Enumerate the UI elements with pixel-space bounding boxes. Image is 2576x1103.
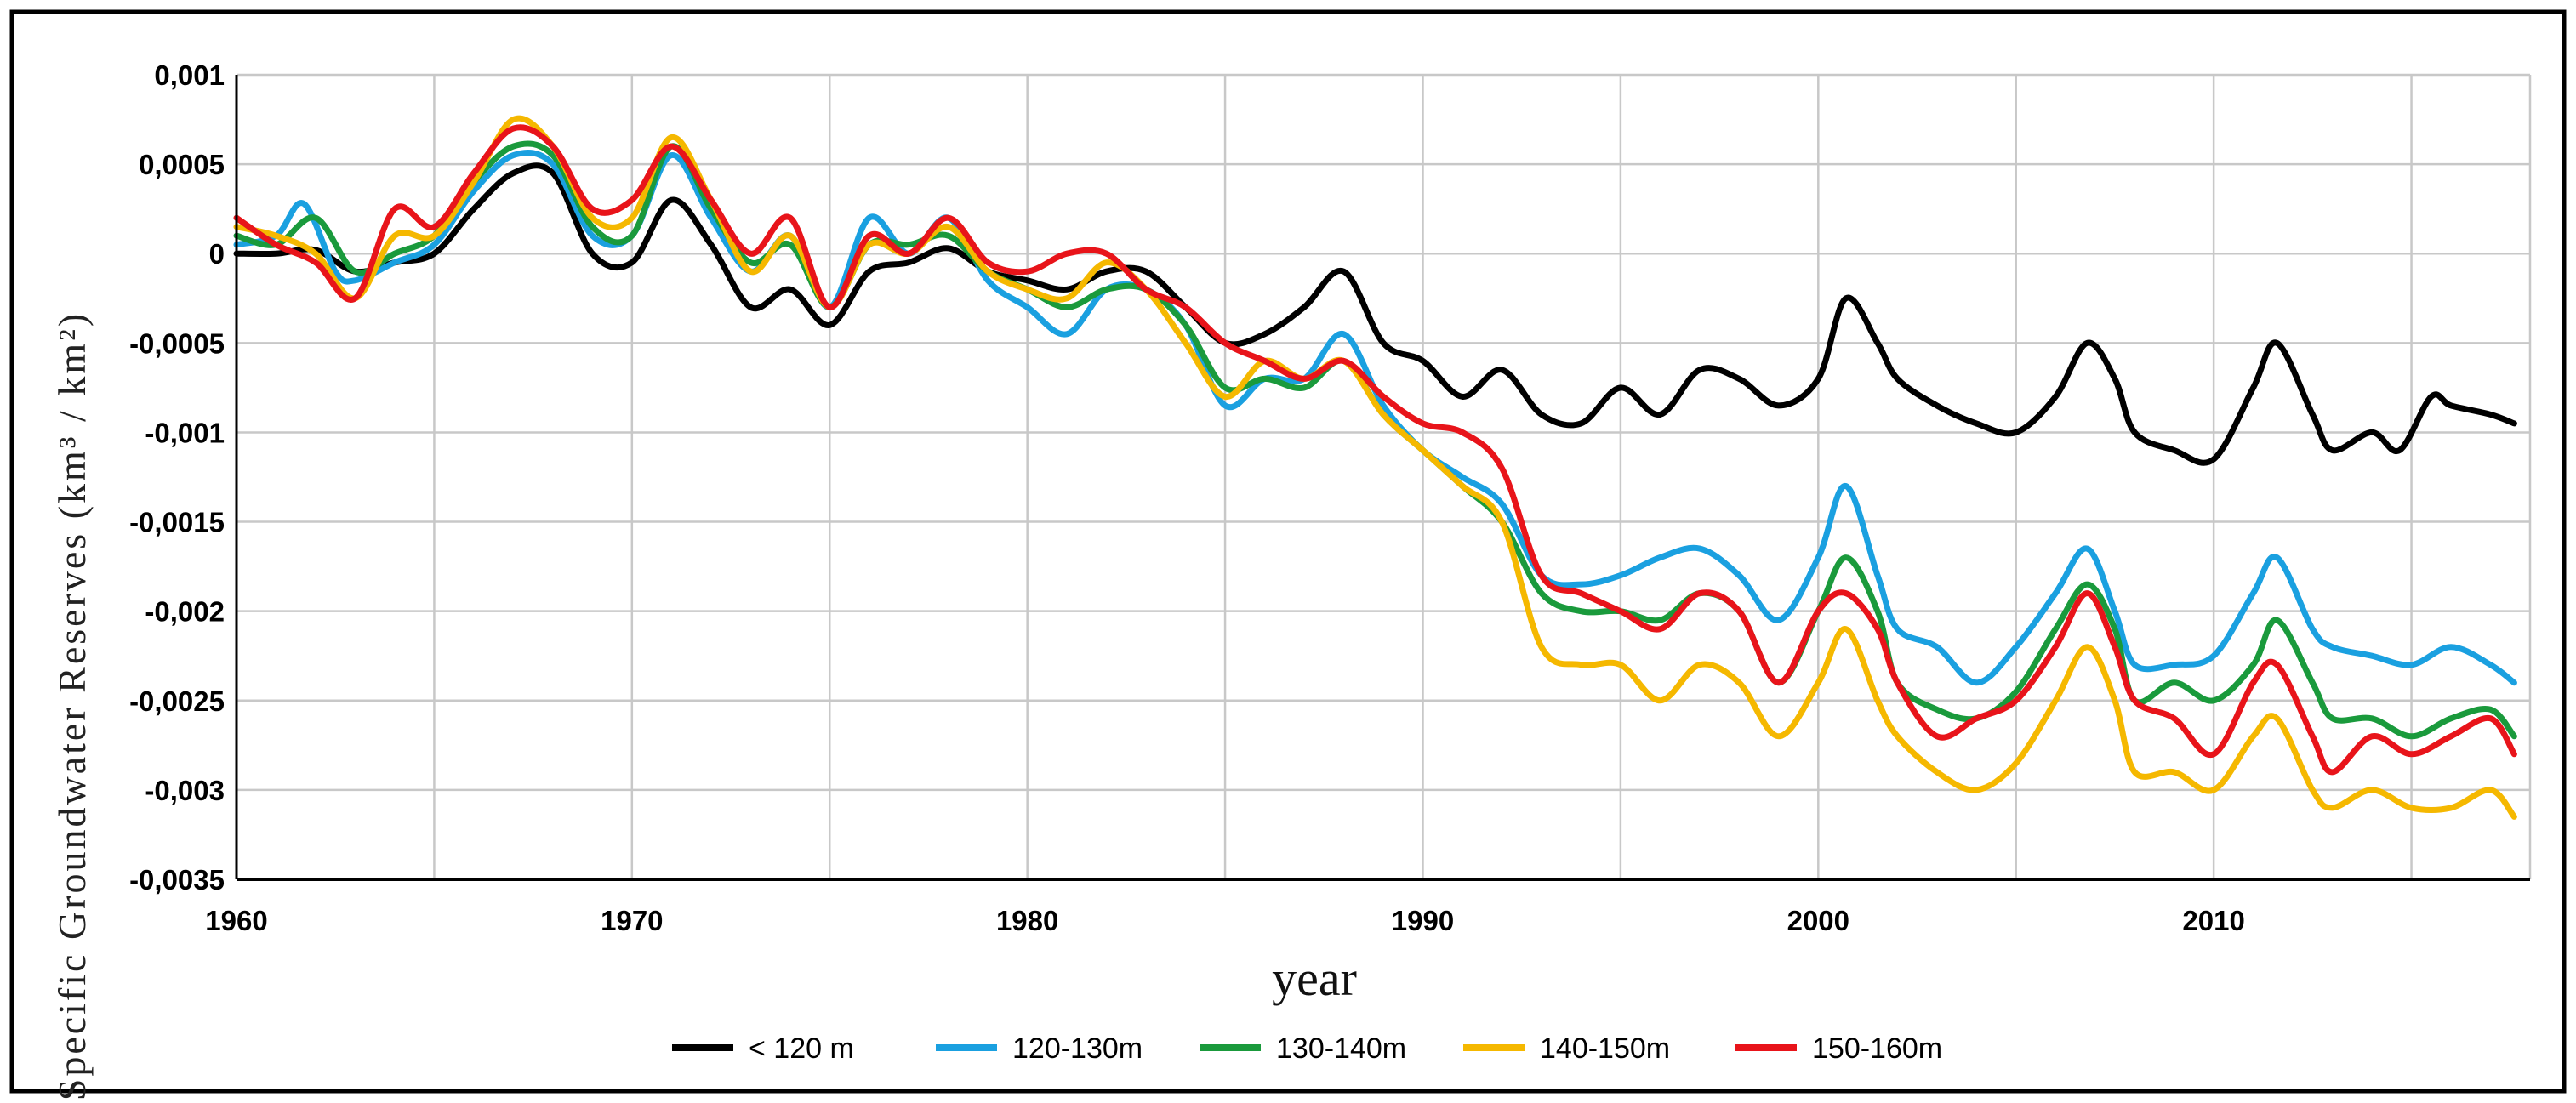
y-tick-label: 0	[209, 238, 225, 270]
series-line-3	[233, 115, 2517, 820]
legend-label-4: 150-160m	[1812, 1032, 1942, 1065]
axes	[235, 75, 2530, 881]
x-tick-label: 1990	[1392, 905, 1454, 936]
y-tick-label: -0,003	[145, 775, 225, 806]
legend-label-2: 130-140m	[1276, 1032, 1406, 1065]
y-axis-title: Specific Groundwater Reserves (km³ / km²…	[50, 311, 94, 1101]
legend-label-0: < 120 m	[749, 1032, 854, 1065]
legend-label-1: 120-130m	[1012, 1032, 1143, 1065]
y-tick-label: -0,0015	[129, 507, 225, 538]
y-tick-label: -0,002	[145, 596, 225, 628]
y-tick-label: -0,0005	[129, 327, 225, 359]
series-lines	[233, 115, 2517, 820]
x-tick-label: 1980	[996, 905, 1058, 936]
y-tick-label: -0,0025	[129, 685, 225, 717]
y-tick-label: -0,0035	[129, 864, 225, 895]
series-line-4	[233, 124, 2517, 776]
y-tick-label: 0,001	[154, 60, 225, 91]
series-line-0	[233, 162, 2517, 466]
legend: < 120 m 120-130m 130-140m 140-150m 150-160m	[672, 1032, 1942, 1065]
y-tick-label: -0,001	[145, 417, 225, 448]
x-axis-title: year	[1272, 951, 1357, 1006]
x-tick-label: 2010	[2182, 905, 2244, 936]
y-tick-labels: 0,001 0,0005 0 -0,0005 -0,001 -0,0015 -0,002 -0…	[129, 60, 225, 895]
outer-frame	[9, 9, 2567, 1094]
x-tick-labels: 1960 1970 1980 1990 2000 2010	[205, 905, 2245, 936]
x-tick-label: 1960	[205, 905, 267, 936]
x-tick-label: 1970	[601, 905, 663, 936]
y-tick-label: 0,0005	[139, 149, 225, 180]
legend-label-3: 140-150m	[1540, 1032, 1670, 1065]
x-tick-label: 2000	[1787, 905, 1849, 936]
